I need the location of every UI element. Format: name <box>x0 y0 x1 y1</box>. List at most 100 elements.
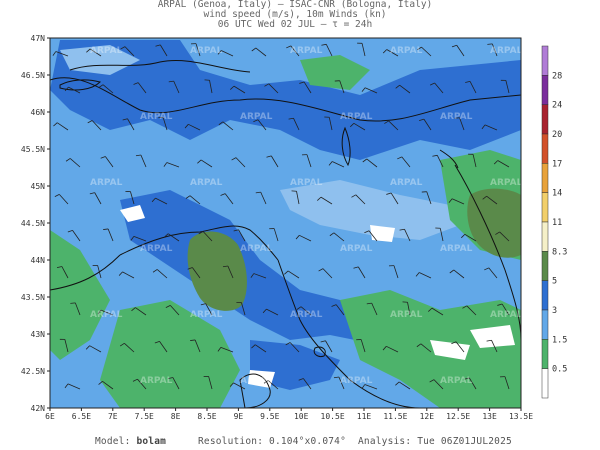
wind-barb-shaft <box>238 229 246 242</box>
wind-barb-feather <box>251 47 256 52</box>
colorbar-segment <box>541 368 549 399</box>
wind-barb-shaft <box>68 86 81 94</box>
wind-barb-feather <box>103 228 109 230</box>
wind-barb-shaft <box>135 307 147 316</box>
wind-barb-shaft <box>166 162 180 168</box>
wind-barb-feather <box>299 81 305 84</box>
footer-model: Model: bolam <box>95 436 166 447</box>
watermark-text: ARPAL <box>490 310 523 320</box>
wind-barb-shaft <box>421 46 432 57</box>
lon-tick-label: 13E <box>482 412 497 421</box>
wind-barb-feather <box>399 228 405 231</box>
lat-tick-label: 46N <box>31 108 46 117</box>
wind-barb-shaft <box>255 47 267 57</box>
wind-barb-shaft <box>137 82 147 94</box>
wind-barb-feather <box>86 48 91 53</box>
wind-barb-feather <box>163 162 168 167</box>
watermark-text: ARPAL <box>390 46 423 56</box>
wind-barb-shaft <box>300 306 312 316</box>
wind-barb-feather <box>133 82 139 85</box>
wind-barb-shaft <box>353 122 366 131</box>
wind-barb-feather <box>220 193 226 196</box>
wind-barb-shaft <box>91 120 102 131</box>
wind-barb-shaft <box>241 302 246 316</box>
watermark-text: ARPAL <box>340 112 373 122</box>
wind-barb-shaft <box>102 381 114 390</box>
wind-barb-shaft <box>202 231 213 242</box>
wind-barb-shaft <box>220 346 234 353</box>
wind-barb-feather <box>118 271 123 276</box>
green-region-north-east <box>300 55 370 90</box>
wind-barb-shaft <box>235 157 246 168</box>
wind-barb-feather <box>198 231 204 235</box>
wind-barb-shaft <box>472 154 477 168</box>
wind-barb-feather <box>231 157 237 161</box>
wind-barb-feather <box>449 269 454 274</box>
wind-barb-shaft <box>364 87 378 94</box>
wind-barb-feather <box>288 117 294 120</box>
wind-barb-shaft <box>466 305 477 316</box>
watermark-text: ARPAL <box>140 376 173 386</box>
lon-tick-label: 8E <box>171 412 181 421</box>
lon-tick-label: 8.5E <box>197 412 216 421</box>
wind-barb-shaft <box>254 344 267 353</box>
wind-barb-shaft <box>227 265 234 279</box>
wind-barb-shaft <box>434 82 444 94</box>
wind-barb-shaft <box>306 154 312 168</box>
wind-barb-feather <box>132 378 138 382</box>
wind-barb-shaft <box>497 160 510 168</box>
wind-barb-shaft <box>332 161 345 168</box>
wind-barb-feather <box>222 265 228 268</box>
colorbar-label: 28 <box>552 71 562 81</box>
wind-barb-feather <box>229 382 234 387</box>
wind-barb-feather <box>155 44 161 47</box>
wind-barb-feather <box>263 380 269 384</box>
wind-barb-feather <box>429 82 435 86</box>
wind-barb-feather <box>317 196 322 201</box>
wind-barb-feather <box>54 193 60 197</box>
wind-barb-feather <box>285 342 291 346</box>
wind-barb-shaft <box>64 339 69 353</box>
wind-barb-feather <box>85 345 90 350</box>
coastline-adriatic <box>454 164 521 341</box>
wind-barb-feather <box>230 85 235 90</box>
wind-barb-shaft <box>189 195 201 205</box>
wind-barb-shaft <box>401 156 411 168</box>
wind-barb-shaft <box>124 46 135 57</box>
lon-tick-label: 10.5E <box>321 412 345 421</box>
wind-barb-shaft <box>137 378 147 390</box>
wind-barb-feather <box>264 83 270 87</box>
wind-barb-shaft <box>170 305 180 316</box>
wind-barb-feather <box>200 303 206 306</box>
wind-barb-feather <box>266 155 272 158</box>
wind-barb-shaft <box>296 191 300 205</box>
wind-barb-shaft <box>266 308 279 316</box>
watermark-layer: ARPAL ARPAL ARPAL ARPAL ARPAL ARPAL ARPAL ARPAL… <box>90 46 523 386</box>
wind-barb-shaft <box>325 340 333 353</box>
watermark-text: ARPAL <box>240 376 273 386</box>
wind-barb-shaft <box>102 84 114 94</box>
wind-barb-feather <box>131 307 136 312</box>
lon-tick-label: 10E <box>294 412 309 421</box>
olive-region-adriatic <box>467 188 521 258</box>
wind-barb-feather <box>382 346 387 351</box>
longitude-ticks: 6E 6.5E 7E 7.5E 8E 8.5E 9E 9.5E 10E 10.5E 11E 11.5E… <box>45 408 533 421</box>
wind-barb-shaft <box>100 309 114 316</box>
wind-barb-shaft <box>72 230 81 242</box>
wind-barb-shaft <box>404 229 411 242</box>
wind-barb-shaft <box>89 345 102 353</box>
colorbar: 0.5 1.5 3 5 8.3 11 14 17 20 24 28 <box>541 45 567 399</box>
watermark-text: ARPAL <box>90 310 123 320</box>
wind-barb-shaft <box>140 154 147 168</box>
wind-barb-shaft <box>293 118 300 131</box>
wind-barb-feather <box>487 43 493 45</box>
wind-barb-shaft <box>388 120 399 131</box>
colorbar-label: 8.3 <box>552 247 567 257</box>
wind-barb-feather <box>120 46 126 50</box>
wind-barb-shaft <box>386 49 399 57</box>
watermark-text: ARPAL <box>190 178 223 188</box>
wind-barb-shaft <box>156 269 168 279</box>
lon-tick-label: 11.5E <box>383 412 407 421</box>
wind-barb-feather <box>395 381 400 386</box>
wind-barb-feather <box>164 233 169 238</box>
